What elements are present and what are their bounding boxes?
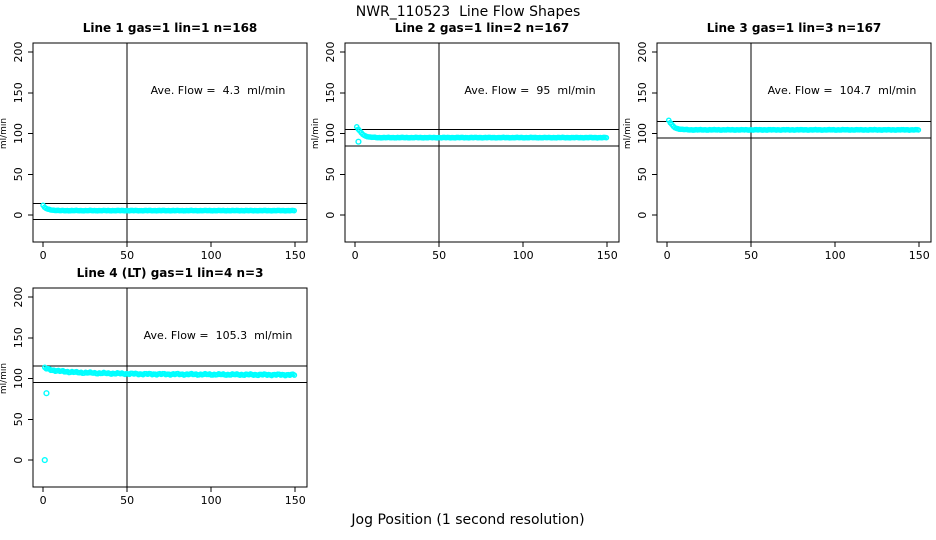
panel-1-series-points	[40, 202, 298, 214]
svg-text:100: 100	[825, 249, 846, 262]
svg-text:150: 150	[285, 494, 306, 507]
svg-text:0: 0	[664, 249, 671, 262]
svg-text:150: 150	[12, 82, 25, 103]
panel-3-title: Line 3 gas=1 lin=3 n=167	[706, 21, 882, 35]
figure-title: NWR_110523 Line Flow Shapes	[355, 4, 581, 20]
svg-text:100: 100	[324, 123, 337, 144]
panel-4-y-axis: 0 50 100 150 200	[12, 286, 33, 464]
panel-4-ave-flow-annotation: Ave. Flow = 105.3 ml/min	[143, 329, 293, 342]
svg-text:150: 150	[12, 327, 25, 348]
panel-1-x-axis: 0 50 100 150	[40, 242, 306, 262]
panel-3-x-axis: 0 50 100 150	[664, 242, 930, 262]
svg-text:100: 100	[513, 249, 534, 262]
svg-text:150: 150	[597, 249, 618, 262]
svg-text:50: 50	[636, 167, 649, 181]
svg-text:100: 100	[12, 123, 25, 144]
panel-2-series-points	[353, 124, 610, 141]
panel-2: 0 50 100 150 0 50 100 150 200 ml/min	[311, 41, 620, 262]
svg-text:50: 50	[120, 494, 134, 507]
panel-2-y-axis: 0 50 100 150 200	[324, 41, 345, 219]
panel-1-plot-box	[32, 42, 308, 243]
svg-text:0: 0	[636, 212, 649, 219]
panel-4-plot-box	[32, 287, 308, 488]
svg-text:100: 100	[12, 368, 25, 389]
panel-4-series-points	[41, 364, 298, 379]
svg-text:150: 150	[909, 249, 930, 262]
svg-text:0: 0	[352, 249, 359, 262]
svg-text:50: 50	[432, 249, 446, 262]
panel-1-title: Line 1 gas=1 lin=1 n=168	[82, 21, 258, 35]
panel-1-ylabel: ml/min	[0, 118, 9, 149]
svg-text:100: 100	[201, 249, 222, 262]
panel-4-title: Line 4 (LT) gas=1 lin=4 n=3	[76, 266, 264, 280]
svg-text:0: 0	[12, 212, 25, 219]
panel-4-outlier-point-1	[43, 390, 50, 397]
panel-2-title: Line 2 gas=1 lin=2 n=167	[394, 21, 570, 35]
panel-3-ylabel: ml/min	[623, 118, 633, 149]
svg-text:200: 200	[12, 286, 25, 307]
panel-1-ave-flow-annotation: Ave. Flow = 4.3 ml/min	[150, 84, 286, 97]
svg-text:0: 0	[40, 494, 47, 507]
panel-3-series-points	[665, 117, 922, 133]
panel-4-x-axis: 0 50 100 150	[40, 487, 306, 507]
svg-text:150: 150	[285, 249, 306, 262]
panel-1-y-axis: 0 50 100 150 200	[12, 41, 33, 219]
panel-1: 0 50 100 150 0 50 100 150 200 ml/min	[0, 41, 308, 262]
svg-text:200: 200	[12, 41, 25, 62]
panel-4-ylabel: ml/min	[0, 363, 9, 394]
panel-3: 0 50 100 150 0 50 100 150 200 ml/min	[623, 41, 932, 262]
svg-text:200: 200	[636, 41, 649, 62]
panel-3-y-axis: 0 50 100 150 200	[636, 41, 657, 219]
svg-text:50: 50	[12, 167, 25, 181]
svg-text:50: 50	[120, 249, 134, 262]
svg-text:150: 150	[324, 82, 337, 103]
svg-text:100: 100	[201, 494, 222, 507]
panel-3-ave-flow-annotation: Ave. Flow = 104.7 ml/min	[767, 84, 917, 97]
svg-text:0: 0	[12, 457, 25, 464]
panel-4-outlier-point-2	[41, 456, 48, 464]
svg-text:100: 100	[636, 123, 649, 144]
panel-2-ave-flow-annotation: Ave. Flow = 95 ml/min	[464, 84, 596, 97]
panel-2-outlier-point-1	[355, 138, 362, 145]
panel-2-x-axis: 0 50 100 150	[352, 242, 618, 262]
panel-2-plot-box	[344, 42, 620, 243]
figure-xlabel: Jog Position (1 second resolution)	[351, 512, 585, 528]
svg-text:50: 50	[324, 167, 337, 181]
svg-text:150: 150	[636, 82, 649, 103]
panel-4: 0 50 100 150 0 50 100 150 200 ml/min	[0, 286, 308, 507]
svg-text:50: 50	[12, 412, 25, 426]
svg-text:0: 0	[324, 212, 337, 219]
svg-text:0: 0	[40, 249, 47, 262]
panel-2-ylabel: ml/min	[311, 118, 321, 149]
panel-3-plot-box	[656, 42, 932, 243]
svg-text:200: 200	[324, 41, 337, 62]
svg-text:50: 50	[744, 249, 758, 262]
